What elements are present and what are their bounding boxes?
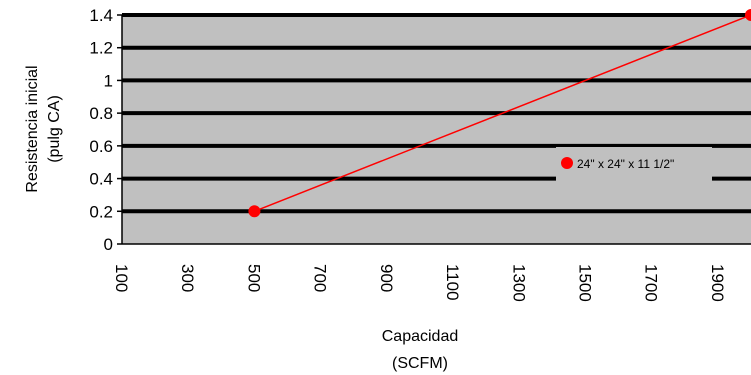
x-tick-label: 900 — [377, 264, 396, 292]
x-tick-label: 1100 — [443, 264, 462, 301]
y-tick-label: 1 — [104, 71, 113, 90]
y-tick-label: 0.8 — [89, 104, 113, 123]
x-tick-label: 1300 — [509, 264, 528, 302]
legend-label: 24" x 24" x 11 1/2" — [577, 157, 674, 171]
y-tick-label: 0.2 — [89, 202, 113, 221]
x-tick-label: 1900 — [708, 264, 727, 302]
legend-box — [556, 147, 712, 181]
x-tick-label: 1700 — [642, 264, 661, 302]
y-tick-label: 1.4 — [89, 6, 113, 25]
x-axis-title-line2: (SCFM) — [392, 355, 448, 372]
gridlines — [122, 13, 751, 245]
y-tick-label: 0.6 — [89, 137, 113, 156]
legend-marker — [561, 157, 573, 169]
y-axis-title-line2: (pulg CA) — [46, 95, 63, 163]
plot-area — [122, 15, 751, 244]
x-tick-label: 300 — [178, 264, 197, 292]
y-tick-label: 0.4 — [89, 170, 113, 189]
y-axis-title: Resistencia inicial (pulg CA) — [24, 65, 63, 192]
x-axis-title-line1: Capacidad — [382, 328, 459, 345]
x-axis-ticks: 100 300 500 700 900 1100 1300 1500 1700 1900 — [112, 264, 727, 302]
x-tick-label: 500 — [244, 264, 263, 292]
y-axis-ticks: 0 0.2 0.4 0.6 0.8 1 1.2 1.4 — [89, 6, 122, 254]
x-tick-label: 700 — [311, 264, 330, 292]
series-group — [248, 9, 751, 218]
data-point — [745, 9, 751, 21]
y-tick-label: 0 — [104, 235, 113, 254]
legend: 24" x 24" x 11 1/2" — [556, 147, 712, 181]
x-tick-label: 1500 — [575, 264, 594, 302]
data-point — [248, 205, 261, 218]
y-tick-label: 1.2 — [89, 39, 113, 58]
y-axis-title-line1: Resistencia inicial — [24, 65, 41, 192]
series-line — [254, 14, 751, 212]
x-tick-label: 100 — [112, 264, 131, 292]
